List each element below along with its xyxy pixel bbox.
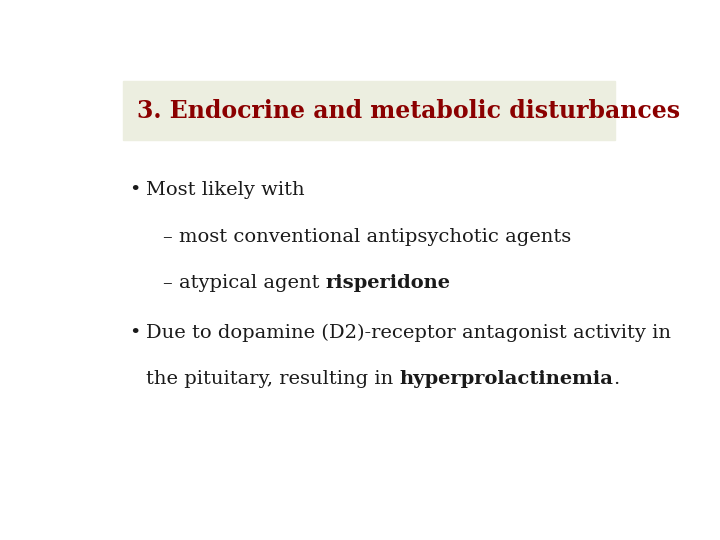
- Text: the pituitary, resulting in: the pituitary, resulting in: [145, 370, 400, 388]
- Text: 3. Endocrine and metabolic disturbances: 3. Endocrine and metabolic disturbances: [138, 98, 680, 123]
- Text: Most likely with: Most likely with: [145, 180, 305, 199]
- FancyBboxPatch shape: [124, 82, 615, 140]
- Text: hyperprolactinemia: hyperprolactinemia: [400, 370, 613, 388]
- Text: Due to dopamine (D2)-receptor antagonist activity in: Due to dopamine (D2)-receptor antagonist…: [145, 324, 671, 342]
- Text: •: •: [129, 324, 140, 342]
- Text: .: .: [613, 370, 619, 388]
- Text: – atypical agent: – atypical agent: [163, 274, 325, 292]
- Text: •: •: [129, 180, 140, 199]
- Text: – most conventional antipsychotic agents: – most conventional antipsychotic agents: [163, 228, 571, 246]
- Text: risperidone: risperidone: [325, 274, 450, 292]
